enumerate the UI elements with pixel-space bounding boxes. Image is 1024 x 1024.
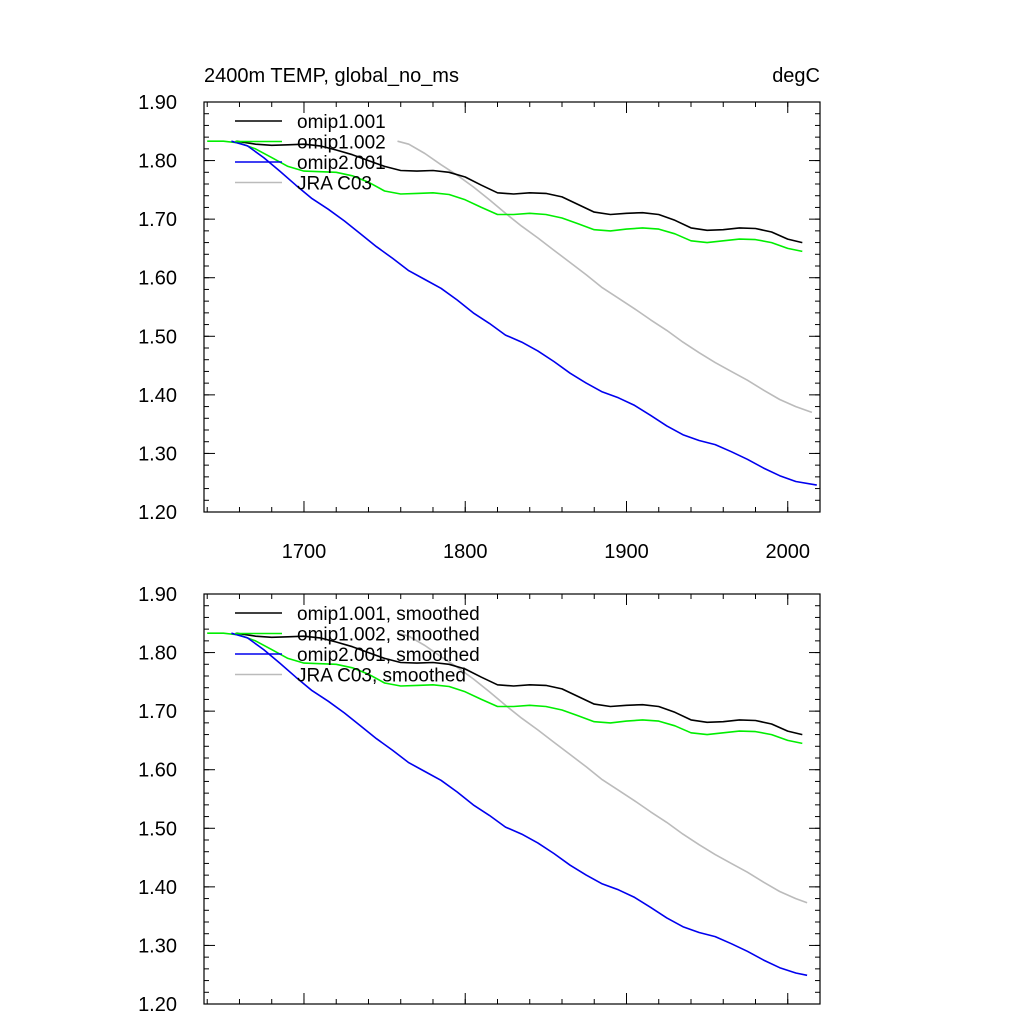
top-series-line-2: [231, 140, 817, 486]
top-ytick-label: 1.60: [138, 268, 177, 290]
bottom-ytick-label: 1.40: [138, 877, 177, 899]
top-ytick-label: 1.20: [138, 502, 177, 524]
top-legend-label-3: JRA C03: [297, 174, 372, 195]
bottom-legend-label-3: JRA C03, smoothed: [297, 666, 466, 687]
top-series-line-1: [207, 140, 803, 253]
top-ytick-label: 1.80: [138, 151, 177, 173]
panel-top: 2400m TEMP, global_no_ms degC 1.201.301.…: [138, 65, 821, 563]
bottom-ytick-label: 1.70: [138, 701, 177, 723]
bottom-series-line-0: [236, 632, 803, 736]
bottom-legend-label-0: omip1.001, smoothed: [297, 604, 480, 625]
top-legend-label-1: omip1.002: [297, 133, 386, 154]
top-legend-label-2: omip2.001: [297, 153, 386, 174]
top-ytick-label: 1.30: [138, 443, 177, 465]
panel-bottom-plot: 1.20 1.30 1.40 1.50 1.60 1.70 1.80 1.90 omip1.00…: [138, 584, 821, 1016]
top-plot-frame: [203, 101, 821, 513]
bottom-ytick-label: 1.50: [138, 818, 177, 840]
top-ytick-label: 1.90: [138, 92, 177, 114]
panel-top-title-right: degC: [772, 65, 820, 87]
panel-top-plot: 1.20 1.30 1.40 1.50 1.60 1.70 1.80 1.90 1700 1800…: [138, 92, 821, 563]
top-series-line-0: [236, 140, 803, 244]
panel-bottom: 1.20 1.30 1.40 1.50 1.60 1.70 1.80 1.90 omip1.00…: [138, 584, 821, 1016]
panel-top-title-left: 2400m TEMP, global_no_ms: [204, 65, 459, 87]
top-xtick-label: 2000: [765, 541, 810, 563]
top-ytick-label: 1.70: [138, 209, 177, 231]
top-ytick-label: 1.50: [138, 326, 177, 348]
bottom-ytick-label: 1.30: [138, 935, 177, 957]
bottom-ytick-label: 1.90: [138, 584, 177, 606]
bottom-legend-label-1: omip1.002, smoothed: [297, 625, 480, 646]
bottom-ytick-label: 1.60: [138, 760, 177, 782]
bottom-series-line-3: [397, 632, 808, 904]
top-legend-label-0: omip1.001: [297, 112, 386, 133]
top-xtick-label: 1800: [443, 541, 488, 563]
bottom-legend-label-2: omip2.001, smoothed: [297, 645, 480, 666]
top-xtick-label: 1700: [282, 541, 327, 563]
bottom-ytick-label: 1.80: [138, 643, 177, 665]
top-xtick-label: 1900: [604, 541, 649, 563]
bottom-ytick-label: 1.20: [138, 994, 177, 1016]
bottom-plot-frame: [203, 593, 821, 1005]
top-series-line-3: [397, 140, 813, 414]
top-ytick-label: 1.40: [138, 385, 177, 407]
bottom-series-line-1: [207, 632, 803, 745]
bottom-series-line-2: [231, 632, 808, 977]
